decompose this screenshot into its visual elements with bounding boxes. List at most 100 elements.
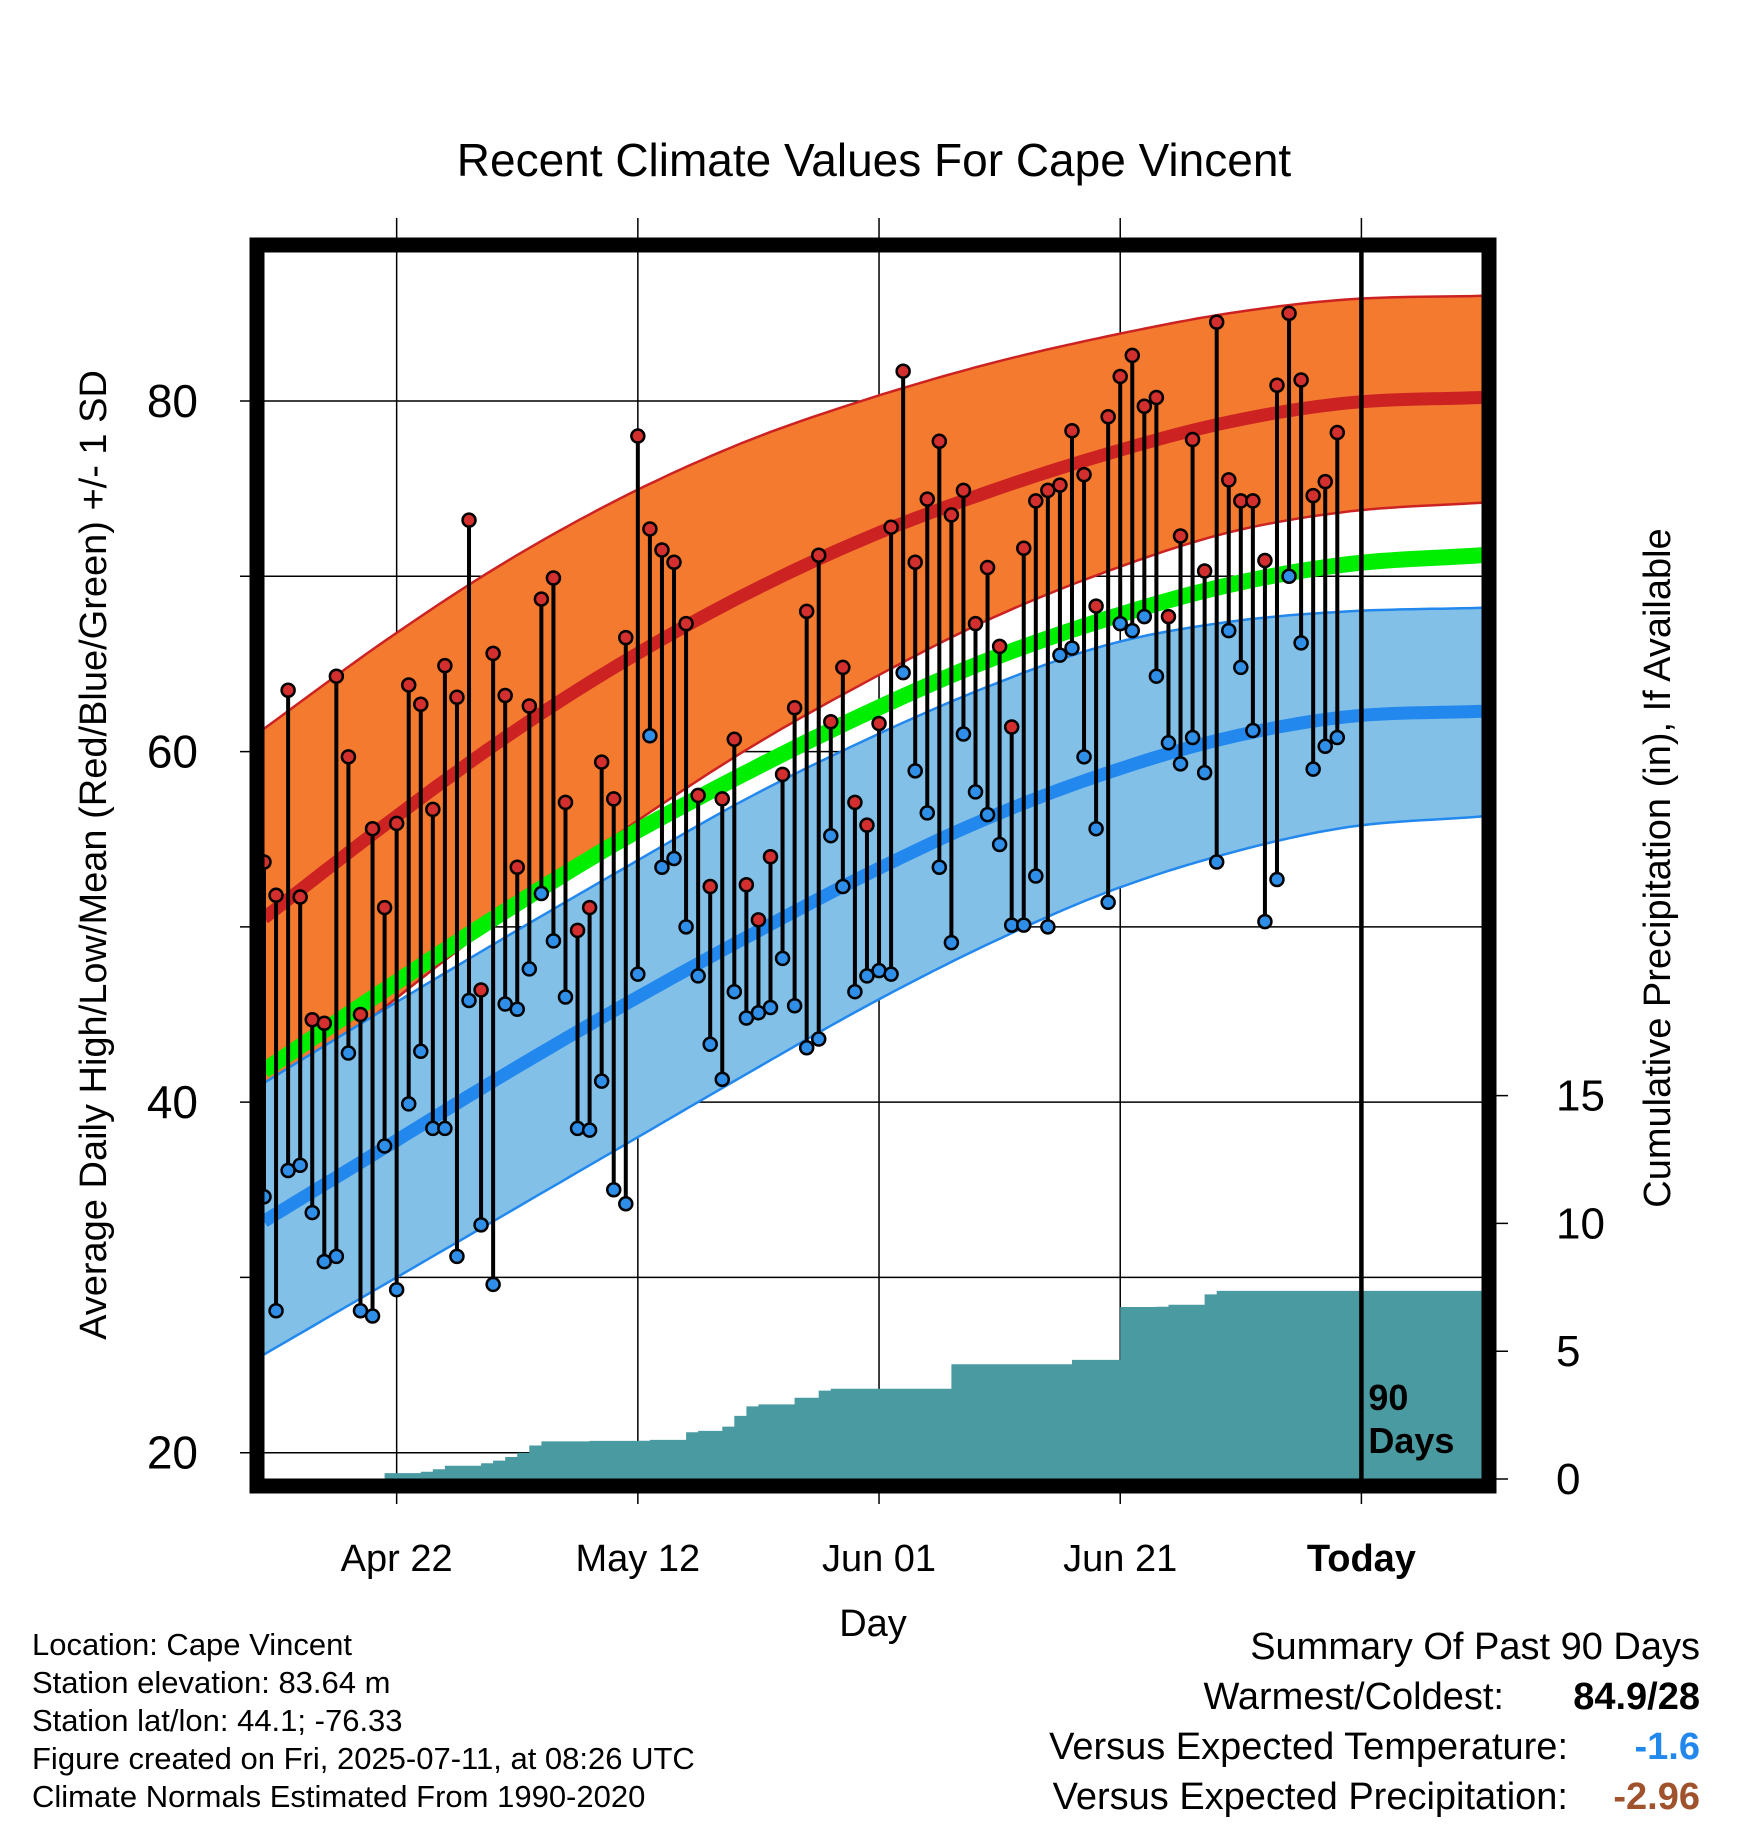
observed-high-point (1088, 598, 1104, 614)
observed-low-point (1329, 729, 1346, 746)
observed-high-point (1305, 487, 1321, 504)
observed-low-point (630, 966, 646, 982)
observed-high-point (316, 1015, 333, 1032)
observed-low-point (509, 1001, 525, 1017)
observed-low-point (1160, 735, 1177, 751)
observed-high-point (726, 731, 743, 748)
observed-low-point (1196, 764, 1213, 781)
observed-low-point (605, 1182, 622, 1198)
observed-low-point (581, 1122, 598, 1138)
observed-high-point (521, 698, 538, 714)
high-sd-band (264, 295, 1482, 1106)
today-days-label: Days (1368, 1420, 1454, 1461)
observed-low-point (883, 966, 899, 982)
observed-high-point (593, 754, 610, 770)
observed-high-point (581, 899, 598, 916)
low-sd-band (264, 607, 1482, 1355)
observed-high-point (1003, 719, 1020, 735)
footer-location: Location: Cape Vincent (32, 1627, 352, 1662)
observed-low-point (1028, 868, 1044, 884)
observed-low-point (895, 664, 911, 681)
observed-high-point (931, 433, 948, 450)
x-tick-label: Jun 01 (822, 1538, 936, 1580)
observed-high-point (991, 638, 1008, 655)
observed-high-point (449, 689, 465, 705)
precipitation-area (264, 1290, 1482, 1479)
observed-low-point (292, 1157, 308, 1173)
footer-created: Figure created on Fri, 2025-07-11, at 08… (32, 1741, 695, 1776)
observed-low-point (1221, 622, 1237, 639)
observed-high-point (979, 559, 996, 576)
observed-low-point (340, 1045, 357, 1061)
observed-low-point (1015, 917, 1032, 933)
observed-low-point (847, 983, 863, 1000)
observed-low-point (1124, 622, 1141, 639)
observed-high-point (738, 877, 755, 893)
observed-high-point (1112, 368, 1128, 385)
observed-high-point (1076, 466, 1092, 483)
observed-low-point (967, 784, 984, 800)
y-tick-label: 60 (147, 726, 198, 778)
observed-high-point (871, 715, 887, 732)
observed-high-point (328, 668, 345, 684)
observed-low-point (726, 983, 743, 1000)
y-axis-label: Average Daily High/Low/Mean (Red/Blue/Gr… (73, 370, 115, 1340)
observed-low-point (1088, 820, 1104, 837)
today-days-label: 90 (1368, 1377, 1408, 1418)
observed-high-point (509, 859, 525, 876)
observed-low-point (485, 1276, 501, 1293)
y2-tick-label: 10 (1556, 1199, 1605, 1248)
observed-low-point (1269, 871, 1285, 888)
observed-low-point (1293, 635, 1309, 651)
axes: 20 40 60 80 0 5 10 15 Apr 22 May 12 Jun 01 Jun 21 To… (147, 218, 1605, 1580)
observed-low-point (1148, 668, 1165, 684)
mean-normal-line (259, 547, 1483, 1078)
summary-temp-label: Versus Expected Temperature: (1049, 1726, 1568, 1768)
observed-low-point (1172, 756, 1189, 772)
observed-high-point (895, 363, 911, 379)
observed-low-point (1317, 738, 1333, 755)
observed-high-point (955, 482, 972, 499)
observed-high-point (690, 787, 706, 804)
observed-low-point (690, 968, 706, 984)
observed-high-point (280, 682, 296, 698)
x-tick-label: Apr 22 (341, 1538, 453, 1580)
observed-low-point (1136, 608, 1153, 625)
observed-high-point (835, 659, 851, 676)
y2-tick-label: 0 (1556, 1455, 1580, 1504)
observed-high-point (1257, 552, 1273, 569)
observed-high-point (907, 554, 923, 571)
observed-high-point (678, 615, 694, 632)
observed-high-point (943, 507, 960, 523)
observed-high-point (642, 521, 658, 537)
observed-low-point (376, 1138, 393, 1154)
observed-low-point (364, 1308, 381, 1324)
low-normal-line (260, 704, 1483, 1227)
summary-warmest-value: 84.9/28 (1573, 1676, 1700, 1718)
observed-low-point (304, 1204, 320, 1221)
observed-high-point (425, 801, 441, 818)
observed-high-point (557, 794, 574, 811)
x-axis-label: Day (839, 1603, 907, 1645)
observed-high-point (400, 677, 417, 693)
observed-high-point (473, 982, 489, 998)
observed-high-point (569, 922, 586, 939)
high-normal-line (259, 391, 1483, 924)
observed-high-point (437, 657, 453, 674)
y-tick-label: 80 (147, 375, 198, 427)
observed-high-point (967, 615, 984, 632)
summary-warmest-label: Warmest/Coldest: (1203, 1676, 1504, 1718)
observed-high-point (1052, 477, 1068, 493)
observed-low-point (1040, 919, 1056, 935)
observed-low-point (388, 1281, 405, 1298)
observed-high-point (666, 554, 682, 571)
observed-high-point (1269, 377, 1285, 393)
observed-high-point (1148, 389, 1165, 406)
observed-low-point (437, 1120, 453, 1137)
observed-low-point (943, 934, 960, 951)
observed-high-point (485, 645, 501, 662)
observed-low-point (714, 1071, 731, 1088)
observed-high-point (388, 815, 405, 832)
observed-high-point (461, 512, 477, 528)
